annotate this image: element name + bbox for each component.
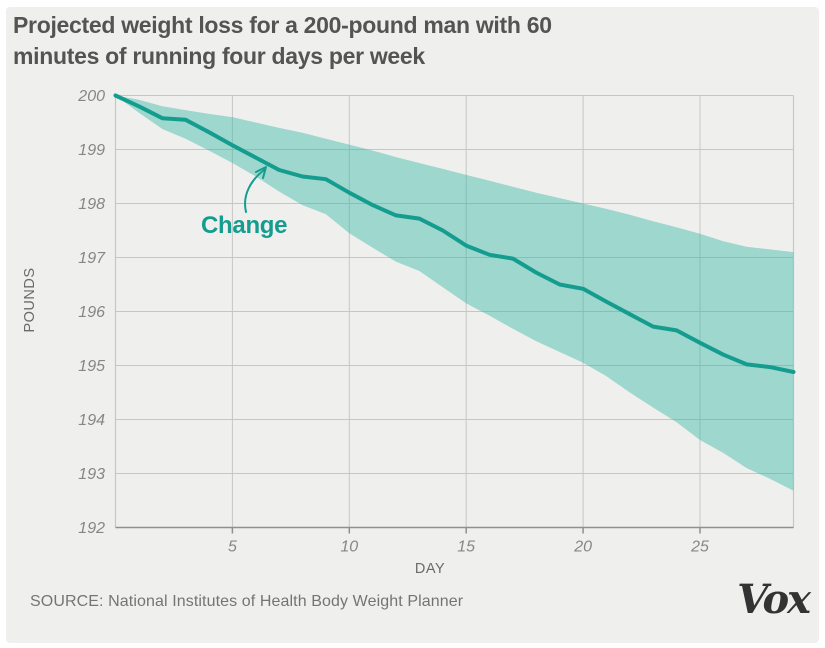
source-credit: SOURCE: National Institutes of Health Bo… [30, 593, 464, 610]
y-tick-label: 196 [78, 304, 105, 321]
chart-background-panel [6, 7, 819, 643]
expected-weight-line [113, 93, 796, 374]
y-tick-label: 198 [78, 196, 105, 213]
y-tick-label: 199 [78, 142, 105, 159]
y-tick-label: 194 [78, 412, 105, 429]
y-tick-label: 193 [78, 466, 105, 483]
x-axis-title: DAY [415, 561, 445, 577]
y-tick-label: 195 [78, 358, 105, 375]
confidence-band [115, 95, 794, 491]
chart-title-line2: minutes of running four days per week [13, 43, 425, 69]
x-tick-label: 25 [690, 539, 709, 556]
vox-logo: Vox [737, 576, 811, 623]
change-annotation-arrow [244, 169, 265, 213]
chart-title: Projected weight loss for a 200-pound ma… [13, 10, 803, 72]
change-annotation-label: Change [201, 212, 287, 239]
change-annotation-arrowhead [255, 166, 267, 179]
x-tick-label: 5 [228, 539, 237, 556]
y-axis-title: POUNDS [22, 267, 38, 332]
y-tick-label: 200 [77, 88, 105, 105]
chart-title-line1: Projected weight loss for a 200-pound ma… [13, 12, 552, 38]
x-tick-label: 15 [457, 539, 475, 556]
y-tick-label: 192 [78, 520, 105, 537]
x-tick-label: 20 [573, 539, 592, 556]
y-tick-label: 197 [78, 250, 106, 267]
x-tick-label: 10 [340, 539, 358, 556]
